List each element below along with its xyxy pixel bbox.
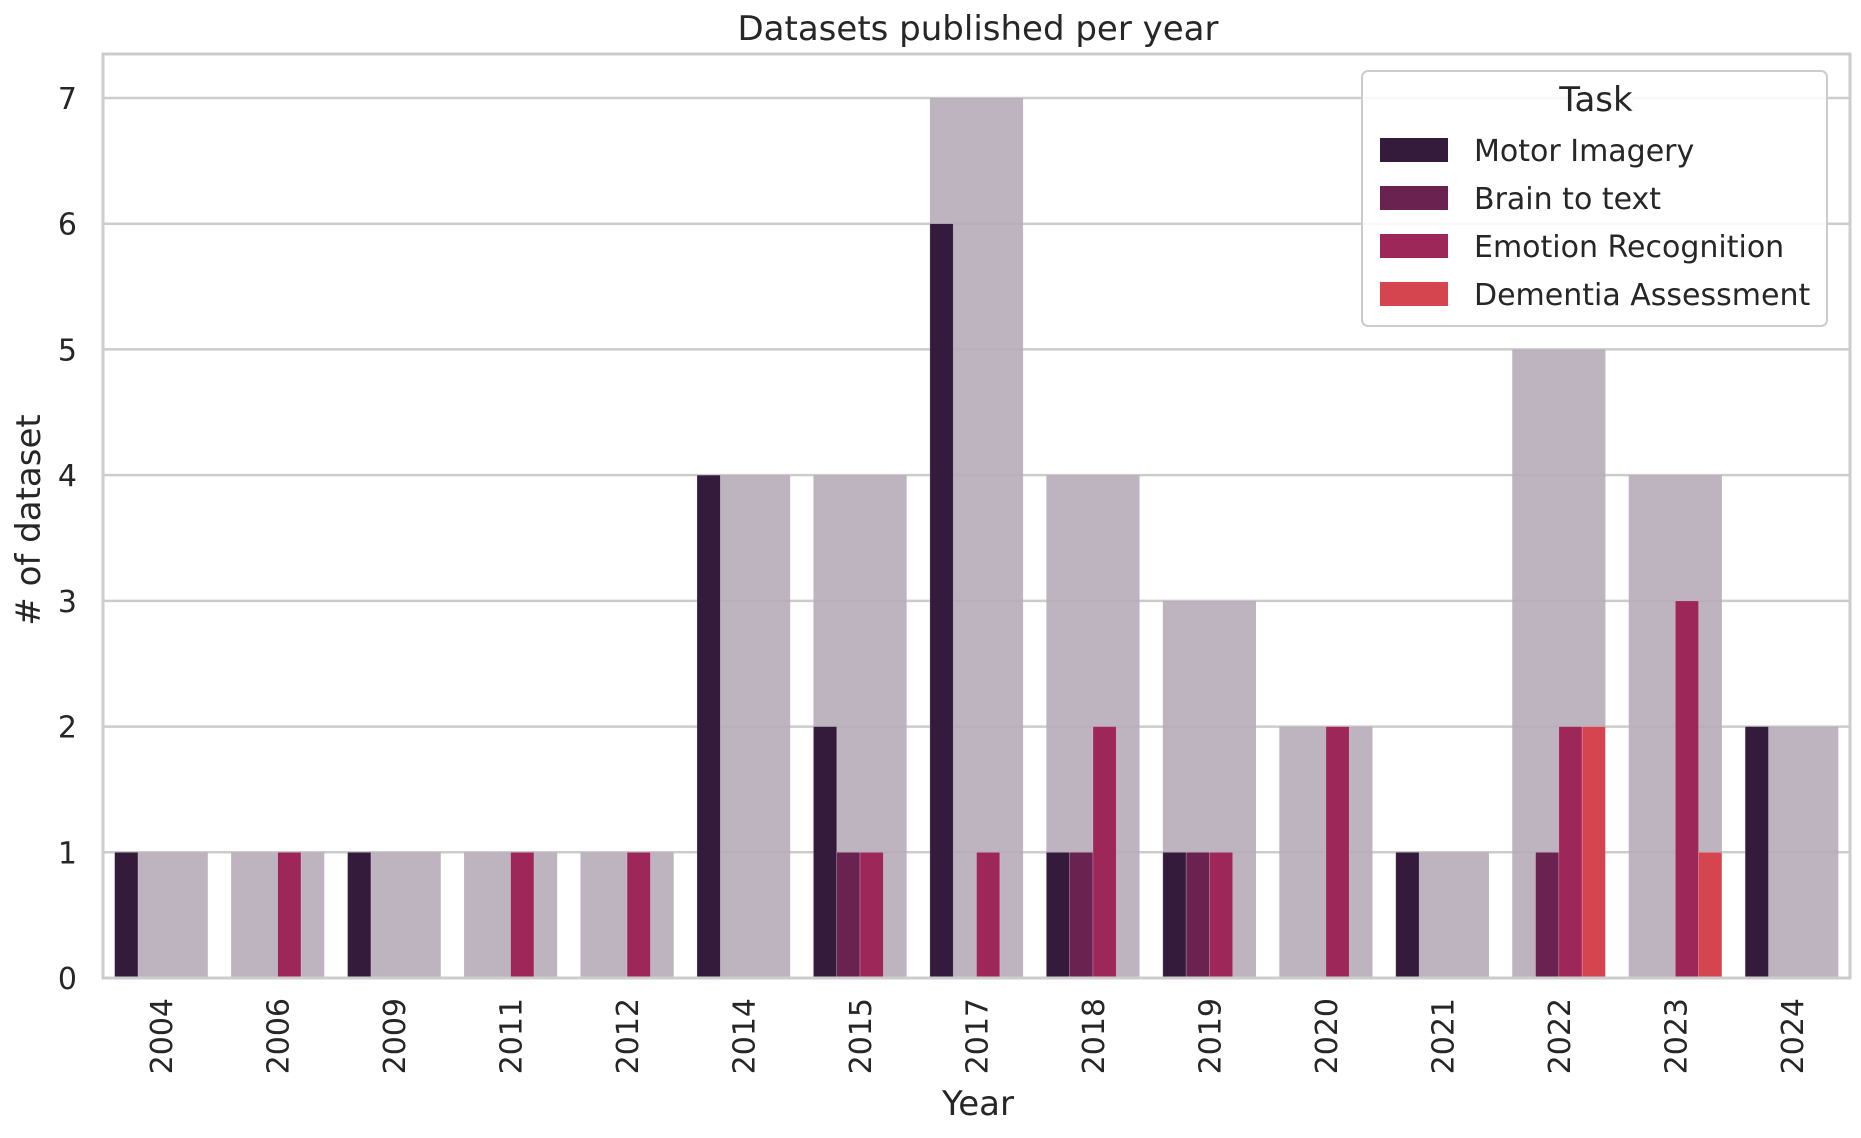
legend: Task Motor Imagery Brain to text Emotion R…	[1361, 70, 1828, 327]
x-tick-label: 2024	[1776, 998, 1811, 1074]
bar-emotion-recognition-2017	[976, 851, 1001, 979]
chart-title: Datasets published per year	[738, 9, 1219, 49]
x-tick-label: 2011	[495, 998, 530, 1074]
legend-title: Task	[1558, 80, 1633, 120]
x-tick-label: 2022	[1543, 998, 1578, 1074]
y-tick-label: 4	[58, 459, 77, 494]
legend-label: Brain to text	[1474, 182, 1661, 217]
x-tick-label: 2009	[378, 998, 413, 1074]
x-tick-label: 2018	[1077, 998, 1112, 1074]
bar-emotion-recognition-2022	[1558, 726, 1583, 979]
bar-motor-imagery-2015	[813, 726, 838, 979]
bar-motor-imagery-2017	[929, 223, 954, 979]
x-tick-label: 2004	[145, 998, 180, 1074]
bar-motor-imagery-2004	[114, 851, 139, 979]
y-tick-label: 7	[58, 82, 77, 117]
total-bar-2011	[464, 852, 558, 978]
y-tick-label: 0	[58, 962, 77, 997]
y-tick-labels: 0 1 2 3 4 5 6 7	[58, 82, 77, 997]
bar-motor-imagery-2018	[1046, 851, 1070, 979]
total-bar-2006	[231, 852, 325, 978]
x-tick-label: 2021	[1426, 998, 1461, 1074]
plot-frame	[101, 52, 1852, 980]
legend-swatch	[1380, 138, 1448, 162]
x-tick-label: 2012	[611, 998, 646, 1074]
bar-brain-to-text-2015	[836, 851, 861, 979]
bar-dementia-assessment-2022	[1581, 726, 1606, 979]
legend-box	[1361, 70, 1828, 327]
legend-swatch	[1380, 282, 1448, 306]
legend-items: Motor Imagery Brain to text Emotion Recogn…	[1380, 134, 1810, 313]
x-axis-label: Year	[941, 1084, 1014, 1124]
bar-emotion-recognition-2019	[1209, 851, 1234, 979]
bar-motor-imagery-2009	[347, 851, 372, 979]
legend-label: Motor Imagery	[1474, 134, 1694, 169]
x-tick-label: 2023	[1659, 998, 1694, 1074]
legend-swatch	[1380, 186, 1448, 210]
bar-emotion-recognition-2015	[859, 851, 884, 979]
bar-motor-imagery-2021	[1395, 851, 1420, 979]
x-tick-label: 2015	[844, 998, 879, 1074]
y-tick-label: 3	[58, 585, 77, 620]
legend-label: Dementia Assessment	[1474, 278, 1810, 313]
bar-motor-imagery-2014	[696, 474, 721, 979]
x-tick-label: 2006	[262, 998, 297, 1074]
bar-emotion-recognition-2006	[277, 851, 302, 979]
bar-emotion-recognition-2023	[1675, 600, 1699, 979]
x-tick-label: 2019	[1193, 998, 1228, 1074]
y-tick-label: 5	[58, 333, 77, 368]
bar-emotion-recognition-2012	[626, 851, 651, 979]
bar-brain-to-text-2019	[1185, 851, 1210, 979]
y-axis-label: # of dataset	[9, 414, 49, 625]
x-tick-label: 2020	[1310, 998, 1345, 1074]
y-tick-label: 6	[58, 208, 77, 243]
legend-label: Emotion Recognition	[1474, 230, 1784, 265]
bar-brain-to-text-2022	[1535, 851, 1560, 979]
x-tick-label: 2014	[728, 998, 763, 1074]
y-tick-label: 1	[58, 836, 77, 871]
bar-dementia-assessment-2023	[1698, 851, 1723, 979]
bar-emotion-recognition-2018	[1092, 726, 1117, 979]
x-tick-label: 2017	[961, 998, 996, 1074]
bar-emotion-recognition-2020	[1325, 726, 1350, 979]
y-tick-label: 2	[58, 711, 77, 746]
x-tick-labels: 2004 2006 2009 2011 2012 2014 2015 2017 2018 2019…	[145, 998, 1811, 1074]
series-bars	[114, 223, 1769, 979]
bar-motor-imagery-2019	[1162, 851, 1187, 979]
bar-emotion-recognition-2011	[510, 851, 535, 979]
bar-motor-imagery-2024	[1744, 726, 1769, 979]
legend-swatch	[1380, 234, 1448, 258]
bar-brain-to-text-2018	[1069, 851, 1094, 979]
